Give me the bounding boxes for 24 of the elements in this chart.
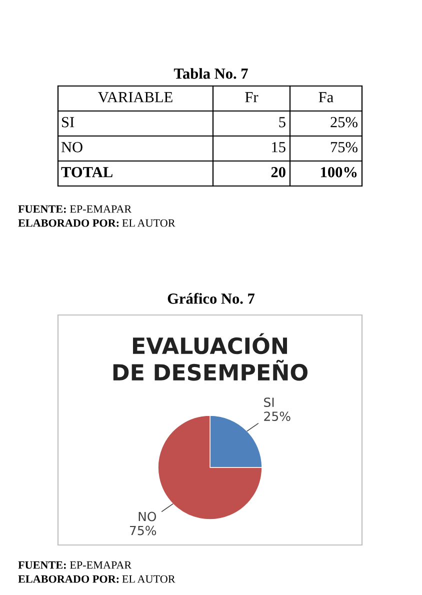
pie-slice: [158, 415, 262, 520]
text: 20: [271, 167, 286, 178]
source-note: FUENTE: EP-EMAPAR: [18, 561, 132, 569]
text: 25%: [330, 117, 358, 128]
data-label: 75%: [130, 526, 156, 536]
text: 15: [272, 142, 286, 152]
slice-label: SI: [264, 398, 274, 408]
category-label: TOTAL: [61, 167, 112, 178]
category-label: Fa: [318, 92, 334, 102]
chart-subtitle: Gráfico No. 7: [168, 292, 255, 304]
category-label: VARIABLE: [98, 92, 172, 102]
text: 75%: [331, 142, 358, 152]
source-note: FUENTE: EP-EMAPAR: [18, 205, 132, 213]
slice-label: NO: [138, 512, 156, 522]
category-label: SI: [62, 117, 74, 128]
text: 100%: [321, 167, 357, 178]
text: 5: [279, 117, 286, 128]
category-label: NO: [61, 142, 82, 152]
chart-title: EVALUACIÓN DE DESEMPEÑO: [113, 333, 308, 381]
category-label: Fr: [245, 92, 258, 102]
text: ELABORADO POR: EL AUTOR: [18, 219, 176, 227]
text: Tabla No. 7: [174, 68, 248, 79]
text: ELABORADO POR: EL AUTOR: [18, 575, 176, 583]
data-label: 25%: [264, 412, 290, 422]
